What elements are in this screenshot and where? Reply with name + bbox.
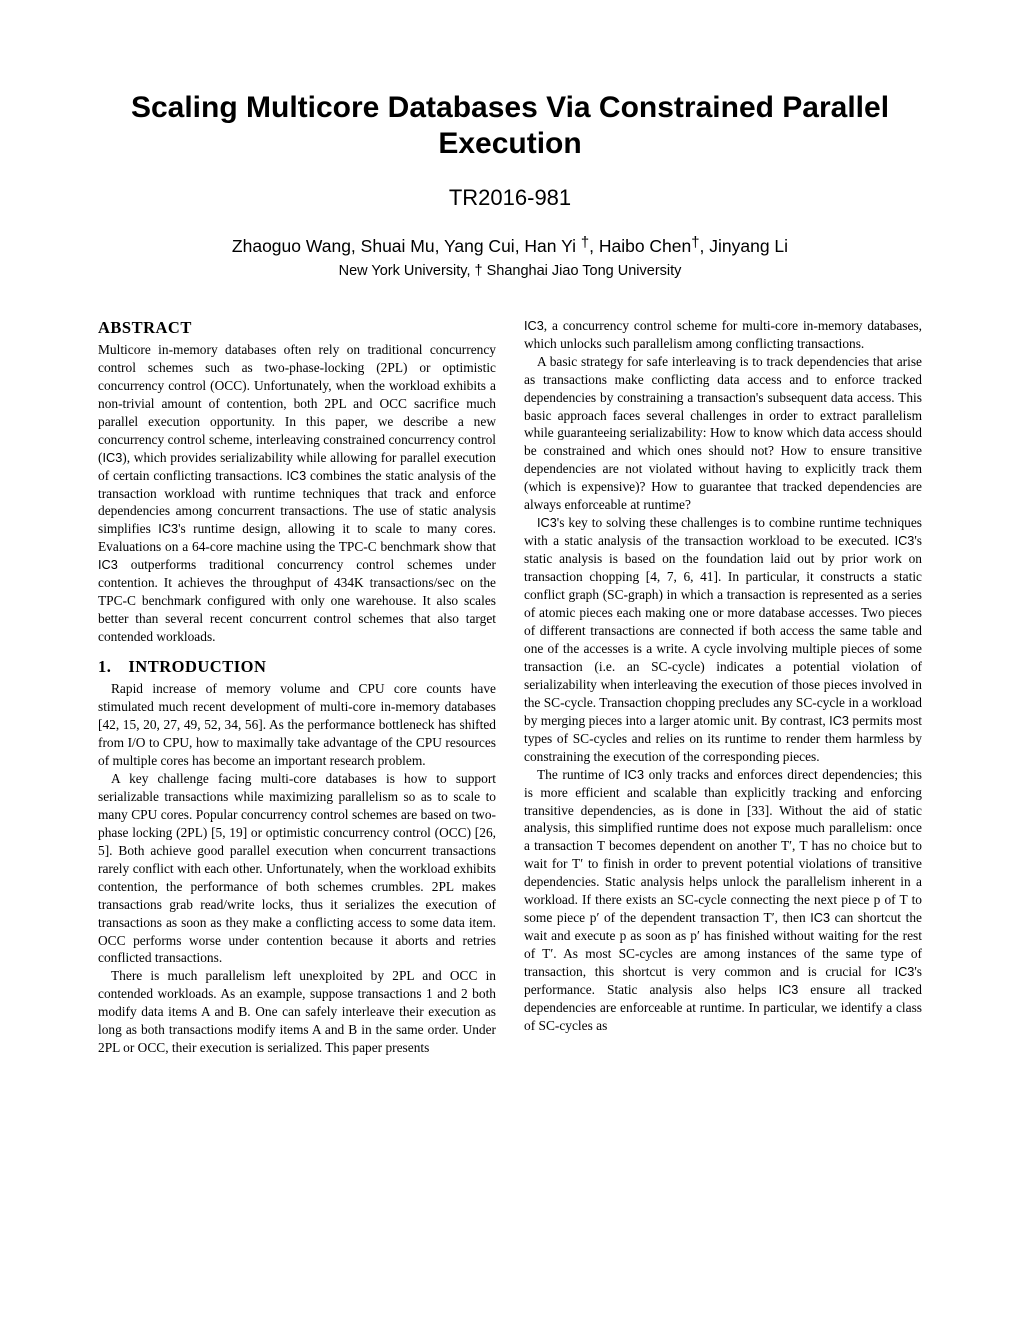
abstract-text-a: Multicore in-memory databases often rely… (98, 342, 496, 465)
right-paragraph-1: IC3, a concurrency control scheme for mu… (524, 317, 922, 353)
ic3-term: IC3 (98, 557, 118, 572)
ic3-term: IC3 (895, 964, 915, 979)
ic3-term: IC3 (102, 450, 122, 465)
right-text-3b: 's static analysis is based on the found… (524, 533, 922, 728)
ic3-term: IC3 (829, 713, 849, 728)
right-text-4b: only tracks and enforces direct dependen… (524, 767, 922, 926)
right-paragraph-2: A basic strategy for safe interleaving i… (524, 353, 922, 515)
dagger-symbol-2: † (691, 235, 699, 251)
authors-line: Zhaoguo Wang, Shuai Mu, Yang Cui, Han Yi… (98, 235, 922, 258)
ic3-term: IC3 (778, 982, 798, 997)
intro-paragraph-1: Rapid increase of memory volume and CPU … (98, 680, 496, 770)
report-number: TR2016-981 (98, 184, 922, 213)
ic3-term: IC3 (810, 910, 830, 925)
authors-part2: , Haibo Chen (589, 236, 691, 256)
ic3-term: IC3 (537, 515, 557, 530)
abstract-text-e: outperforms traditional concurrency cont… (98, 557, 496, 644)
right-paragraph-4: The runtime of IC3 only tracks and enfor… (524, 766, 922, 1035)
abstract-paragraph: Multicore in-memory databases often rely… (98, 341, 496, 646)
abstract-heading: ABSTRACT (98, 317, 496, 339)
right-column: IC3, a concurrency control scheme for mu… (524, 317, 922, 1057)
right-paragraph-3: IC3's key to solving these challenges is… (524, 514, 922, 765)
right-text-3a: 's key to solving these challenges is to… (524, 515, 922, 548)
ic3-term: IC3 (286, 468, 306, 483)
paper-title: Scaling Multicore Databases Via Constrai… (98, 90, 922, 162)
authors-part1: Zhaoguo Wang, Shuai Mu, Yang Cui, Han Yi (232, 236, 581, 256)
ic3-term: IC3 (624, 767, 644, 782)
authors-part3: , Jinyang Li (700, 236, 789, 256)
dagger-symbol-1: † (581, 235, 589, 251)
affiliation-line: New York University, † Shanghai Jiao Ton… (98, 262, 922, 281)
left-column: ABSTRACT Multicore in-memory databases o… (98, 317, 496, 1057)
ic3-term: IC3 (158, 521, 178, 536)
right-text-4a: The runtime of (537, 767, 624, 782)
intro-paragraph-2: A key challenge facing multi-core databa… (98, 770, 496, 967)
paper-page: Scaling Multicore Databases Via Constrai… (0, 0, 1020, 1320)
two-column-body: ABSTRACT Multicore in-memory databases o… (98, 317, 922, 1057)
ic3-term: IC3 (895, 533, 915, 548)
intro-heading: 1. INTRODUCTION (98, 656, 496, 678)
right-text-1: , a concurrency control scheme for multi… (524, 318, 922, 351)
intro-paragraph-3: There is much parallelism left unexploit… (98, 967, 496, 1057)
ic3-term: IC3 (524, 318, 544, 333)
